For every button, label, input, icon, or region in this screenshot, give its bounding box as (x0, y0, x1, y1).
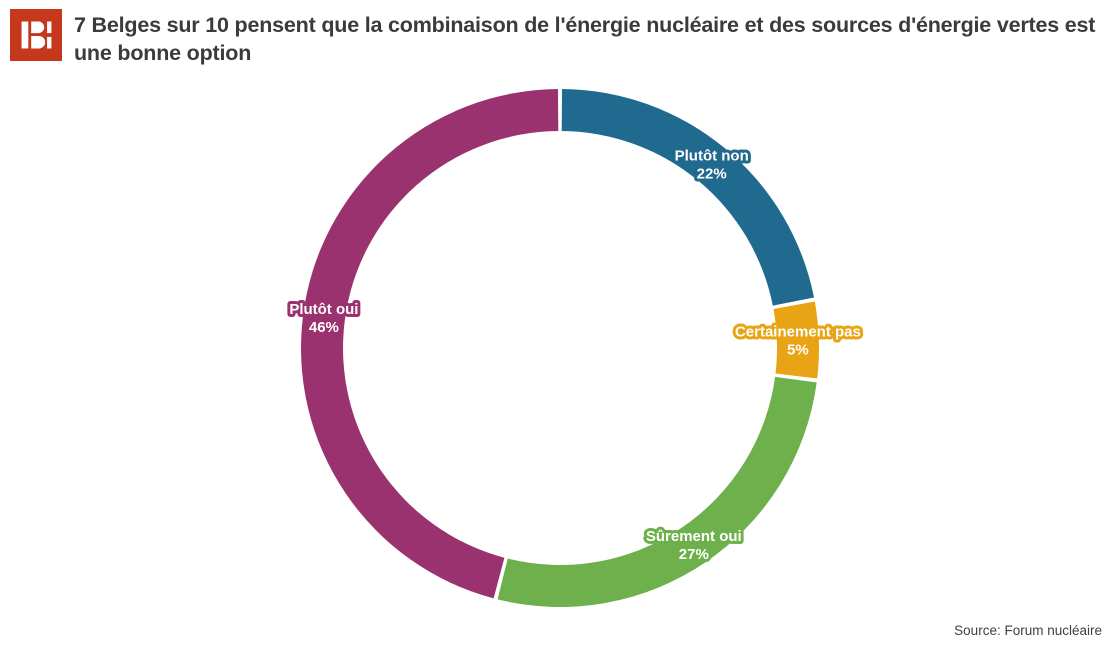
slice-label-3: Plutôt oui 46% (289, 301, 358, 336)
slice-label-0: Plutôt non 22% (675, 148, 749, 183)
header: 7 Belges sur 10 pensent que la combinais… (10, 9, 1104, 67)
business-am-logo (10, 9, 62, 61)
donut-slice-3[interactable] (301, 89, 559, 599)
chart-title: 7 Belges sur 10 pensent que la combinais… (74, 13, 1096, 65)
donut-slice-2[interactable] (497, 376, 817, 607)
donut-slice-1[interactable] (773, 301, 819, 379)
slice-label-2: Sûrement oui 27% (646, 528, 742, 563)
source-caption: Source: Forum nucléaire (954, 623, 1102, 638)
logo-b-icon (10, 9, 62, 61)
donut-slice-0[interactable] (561, 89, 815, 306)
slice-label-1: Certainement pas 5% (735, 324, 861, 359)
